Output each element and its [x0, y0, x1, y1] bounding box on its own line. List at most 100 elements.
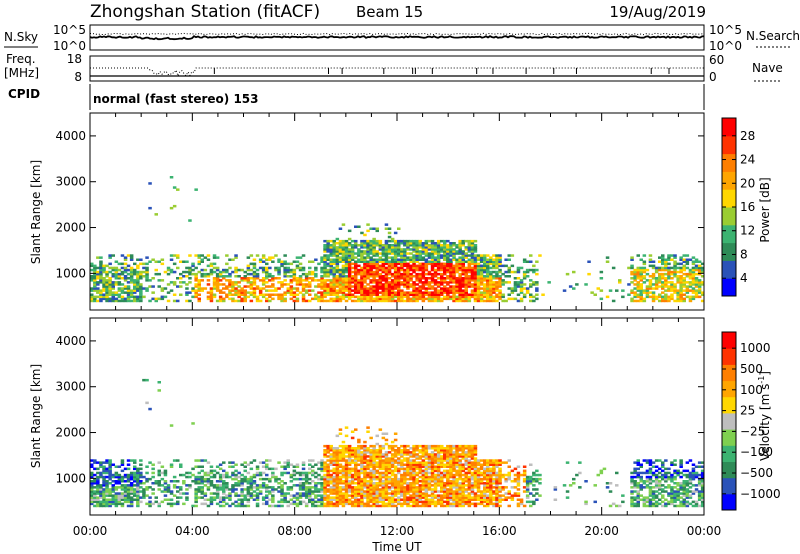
echo-cell [108, 467, 112, 471]
echo-cell [369, 449, 373, 452]
echo-cell [449, 451, 453, 454]
echo-cell [470, 270, 475, 274]
echo-cell [397, 283, 401, 286]
colorbar-tick-label: 4 [740, 271, 748, 285]
echo-cell [354, 242, 358, 245]
echo-cell [381, 293, 386, 296]
echo-cell [486, 277, 490, 280]
echo-cell [357, 473, 361, 477]
echo-cell [590, 291, 594, 294]
echo-cell [90, 299, 94, 303]
echo-cell [449, 444, 453, 448]
echo-cell [483, 293, 487, 296]
echo-cell [375, 262, 379, 266]
echo-cell [449, 275, 453, 278]
echo-cell [123, 492, 128, 495]
echo-cell [188, 281, 192, 284]
echo-cell [412, 475, 416, 479]
echo-cell [393, 242, 398, 245]
echo-cell [209, 502, 214, 506]
echo-cell [320, 459, 324, 462]
echo-cell [639, 275, 643, 278]
echo-cell [486, 281, 490, 284]
echo-cell [363, 262, 367, 266]
echo-cell [314, 494, 318, 497]
echo-cell [212, 254, 217, 257]
echo-cell [458, 289, 462, 292]
echo-cell [326, 463, 330, 466]
echo-cell [654, 268, 659, 272]
echo-cell [234, 287, 238, 290]
echo-cell [341, 285, 346, 288]
echo-cell [209, 480, 214, 483]
echo-cell [360, 297, 364, 301]
echo-cell [277, 293, 281, 296]
echo-cell [93, 297, 97, 301]
echo-cell [111, 299, 115, 303]
echo-cell [667, 254, 671, 257]
echo-cell [99, 490, 103, 493]
echo-cell [397, 258, 401, 261]
echo-cell [525, 275, 530, 278]
echo-cell [314, 279, 318, 282]
echo-cell [700, 281, 705, 284]
echo-cell [375, 492, 379, 495]
echo-cell [470, 295, 475, 299]
echo-cell [397, 262, 401, 266]
echo-cell [461, 272, 465, 276]
echo-cell [222, 482, 226, 485]
echo-cell [96, 281, 100, 284]
echo-cell [464, 277, 468, 280]
echo-cell [102, 297, 106, 301]
echo-cell [344, 270, 349, 274]
echo-cell [304, 492, 309, 495]
echo-cell [498, 297, 502, 301]
echo-cell [157, 484, 161, 487]
echo-cell [688, 299, 693, 303]
echo-cell [449, 281, 453, 284]
echo-cell [461, 490, 465, 493]
echo-cell [249, 494, 254, 497]
echo-cell [449, 266, 453, 270]
echo-cell [341, 248, 346, 251]
echo-cell [108, 465, 112, 468]
echo-cell [332, 289, 336, 292]
echo-cell [332, 463, 336, 466]
echo-cell [200, 477, 204, 481]
echo-cell [397, 449, 401, 452]
echo-cell [102, 475, 106, 479]
echo-cell [286, 471, 290, 475]
echo-cell [467, 248, 472, 251]
echo-cell [636, 272, 640, 276]
echo-cell [390, 461, 395, 464]
echo-cell [271, 285, 275, 288]
echo-cell [418, 285, 422, 288]
echo-cell [387, 498, 392, 501]
echo-cell [123, 486, 128, 489]
echo-cell [234, 463, 238, 466]
echo-cell [667, 256, 671, 259]
echo-cell [455, 270, 459, 274]
echo-cell [360, 453, 364, 456]
echo-cell [443, 287, 447, 290]
echo-cell [194, 293, 198, 296]
echo-cell [151, 502, 155, 506]
echo-cell [658, 295, 662, 299]
echo-cell [452, 250, 456, 253]
echo-cell [409, 256, 413, 259]
echo-cell [406, 469, 410, 473]
echo-cell [446, 482, 450, 485]
echo-cell [418, 469, 422, 473]
echo-cell [378, 490, 383, 493]
echo-cell [412, 498, 416, 501]
echo-cell [452, 490, 456, 493]
echo-cell [136, 289, 140, 292]
echo-cell [225, 279, 229, 282]
echo-cell [363, 455, 367, 458]
echo-cell [525, 268, 530, 272]
echo-cell [501, 272, 505, 276]
echo-cell [200, 279, 204, 282]
echo-cell [329, 264, 333, 268]
echo-cell [378, 297, 383, 301]
